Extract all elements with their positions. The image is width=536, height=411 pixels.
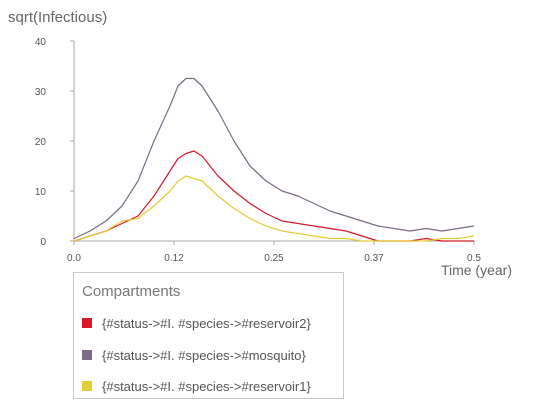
series-lines bbox=[73, 77, 475, 242]
x-tick-label: 0.37 bbox=[364, 253, 384, 264]
series-line-0 bbox=[73, 150, 474, 242]
legend-swatch-reservoir1 bbox=[82, 381, 92, 391]
x-axis-label-layer: Time (year) bbox=[441, 262, 512, 278]
y-tick-label: 20 bbox=[35, 137, 47, 148]
line-chart: sqrt(Infectious) 0 10 20 30 40 0.0 0.12 0.25 0.3… bbox=[8, 9, 481, 264]
series-line-2 bbox=[73, 175, 475, 242]
legend-swatch-reservoir2 bbox=[82, 318, 92, 328]
y-tick-label: 40 bbox=[35, 37, 47, 48]
series-line-1 bbox=[73, 77, 475, 240]
legend-title: Compartments bbox=[82, 283, 181, 300]
x-tick-label: 0.12 bbox=[164, 253, 184, 264]
x-tick-label: 0.5 bbox=[467, 253, 481, 264]
y-tick-label: 30 bbox=[35, 87, 47, 98]
y-tick-label: 0 bbox=[40, 237, 46, 248]
legend-item-mosquito[interactable]: {#status->#I. #species->#mosquito} bbox=[82, 345, 306, 365]
legend-label-mosquito: {#status->#I. #species->#mosquito} bbox=[102, 347, 306, 363]
legend-item-reservoir2[interactable]: {#status->#I. #species->#reservoir2} bbox=[82, 313, 311, 333]
y-tick-label: 10 bbox=[35, 187, 47, 198]
x-tick-label: 0.25 bbox=[264, 253, 284, 264]
x-axis-title: Time (year) bbox=[441, 262, 512, 278]
legend-swatch-mosquito bbox=[82, 350, 92, 360]
x-tick-label: 0.0 bbox=[67, 253, 81, 264]
legend-item-reservoir1[interactable]: {#status->#I. #species->#reservoir1} bbox=[82, 376, 311, 396]
legend: Compartments {#status->#I. #species->#re… bbox=[73, 272, 344, 399]
y-axis-label: sqrt(Infectious) bbox=[8, 9, 107, 26]
legend-label-reservoir2: {#status->#I. #species->#reservoir2} bbox=[102, 315, 311, 331]
legend-label-reservoir1: {#status->#I. #species->#reservoir1} bbox=[102, 378, 311, 394]
